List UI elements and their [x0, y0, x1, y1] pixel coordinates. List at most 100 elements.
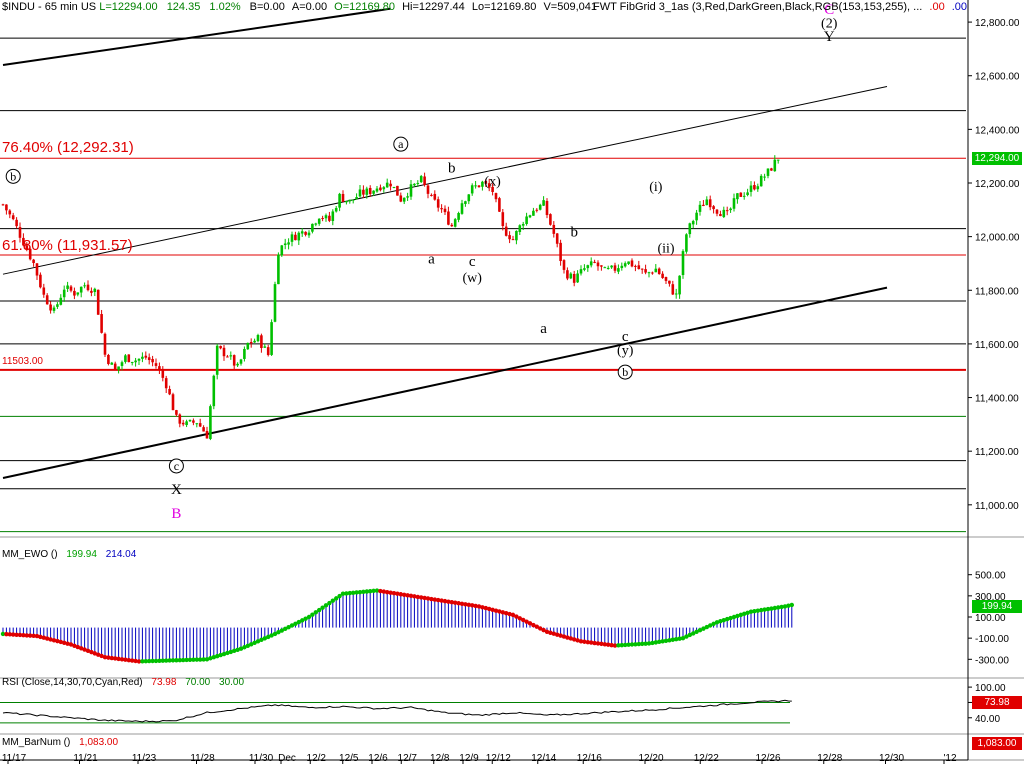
candle-body: [729, 208, 732, 211]
candle-body: [627, 261, 630, 264]
candle-body: [365, 188, 369, 195]
candle-body: [470, 185, 474, 194]
ewo-dot: [249, 642, 254, 647]
candle-body: [698, 204, 702, 212]
candle-body: [623, 263, 627, 267]
ewo-dot: [21, 632, 26, 638]
ewo-dot: [568, 636, 573, 641]
ewo-dot: [4, 631, 9, 637]
ewo-dot: [578, 639, 584, 644]
ewo-dot: [544, 629, 550, 635]
x-tick-label: 11/30: [249, 753, 274, 764]
ewo-pill: 199.94: [972, 600, 1022, 613]
ewo-dot: [385, 589, 390, 595]
ewo-dot: [99, 653, 104, 659]
candle-body: [555, 233, 559, 244]
ewo-dot: [745, 610, 750, 615]
ewo-dot: [79, 646, 84, 651]
ewo-dot: [687, 632, 692, 638]
y-tick-label: 12,200.00: [975, 179, 1020, 190]
candle-body: [147, 357, 151, 361]
candle-body: [249, 341, 253, 344]
x-tick-label: 11/23: [132, 753, 157, 764]
ewo-dot: [510, 612, 516, 618]
candle-body: [76, 292, 80, 295]
candle-body: [596, 262, 600, 267]
ewo-dot: [657, 639, 662, 645]
ewo-dot: [306, 614, 312, 620]
ewo-dot: [221, 651, 227, 657]
volume-label: V=509,041: [543, 1, 597, 13]
rsi-value1: 73.98: [151, 677, 177, 688]
candle-body: [433, 193, 437, 200]
candle-body: [348, 199, 352, 202]
ewo-dot: [677, 636, 682, 641]
candle-body: [651, 272, 654, 274]
chart-header: $INDU - 65 min US L=12294.00 124.35 1.02…: [2, 1, 597, 13]
candle-body: [406, 196, 409, 198]
barnum-pill: 1,083.00: [972, 737, 1022, 750]
candle-body: [324, 215, 328, 219]
x-tick-label: 12/22: [694, 753, 719, 764]
ewo-dot: [65, 641, 70, 646]
candle-body: [198, 423, 202, 427]
ewo-dot: [320, 605, 325, 610]
candle-body: [576, 273, 579, 283]
ewo-dot: [782, 604, 788, 609]
candle-body: [39, 274, 42, 288]
candle-body: [25, 245, 29, 250]
candle-body: [22, 237, 25, 246]
ewo-dot: [395, 591, 400, 596]
wave-circle: [168, 458, 184, 474]
candle-body: [484, 180, 488, 184]
candle-body: [637, 265, 641, 270]
candle-body: [253, 340, 256, 343]
candle-body: [226, 356, 229, 358]
ewo-dot: [640, 641, 645, 647]
wave-label: (ii): [657, 242, 674, 257]
ewo-dot: [228, 649, 233, 655]
candle-body: [586, 265, 590, 269]
x-tick-label: 12/7: [398, 753, 418, 764]
ewo-tick-label: -100.00: [975, 634, 1009, 645]
candle-body: [137, 358, 141, 361]
ewo-dot: [113, 656, 118, 661]
candle-body: [195, 423, 199, 425]
ewo-dot: [731, 614, 737, 620]
ewo-dot: [711, 621, 716, 627]
candle-body: [600, 265, 603, 267]
candle-body: [358, 189, 362, 197]
candle-body: [382, 187, 386, 190]
change-pct: 1.02%: [209, 1, 241, 13]
ewo-dot: [323, 603, 329, 608]
ewo-dot: [102, 654, 108, 660]
ewo-dot: [561, 634, 567, 639]
ewo-dot: [153, 658, 159, 664]
wave-label: c: [622, 329, 629, 345]
level-label: 11503.00: [2, 356, 43, 367]
ewo-tick-label: 100.00: [975, 613, 1006, 624]
ewo-dot: [765, 606, 771, 612]
ewo-dot: [684, 634, 689, 639]
ewo-dot: [473, 603, 478, 609]
candle-body: [671, 284, 675, 295]
x-tick-label: 12/20: [638, 753, 663, 764]
y-tick-label: 11,600.00: [975, 340, 1019, 351]
ewo-dot: [109, 655, 115, 661]
ewo-dot: [456, 601, 461, 606]
candle-body: [219, 345, 222, 349]
ewo-value1: 199.94: [66, 549, 97, 560]
ewo-dot: [347, 590, 352, 596]
ewo-dot: [296, 619, 301, 625]
candle-body: [93, 288, 97, 293]
ewo-dot: [408, 593, 414, 599]
x-tick-label: 11/17: [2, 753, 27, 764]
ewo-dot: [725, 616, 730, 622]
ewo-dot: [123, 657, 128, 662]
candle-body: [436, 199, 440, 208]
candle-body: [749, 185, 753, 192]
candle-body: [685, 234, 688, 252]
ewo-dot: [215, 653, 220, 659]
ewo-tick-label: -300.00: [975, 655, 1009, 666]
